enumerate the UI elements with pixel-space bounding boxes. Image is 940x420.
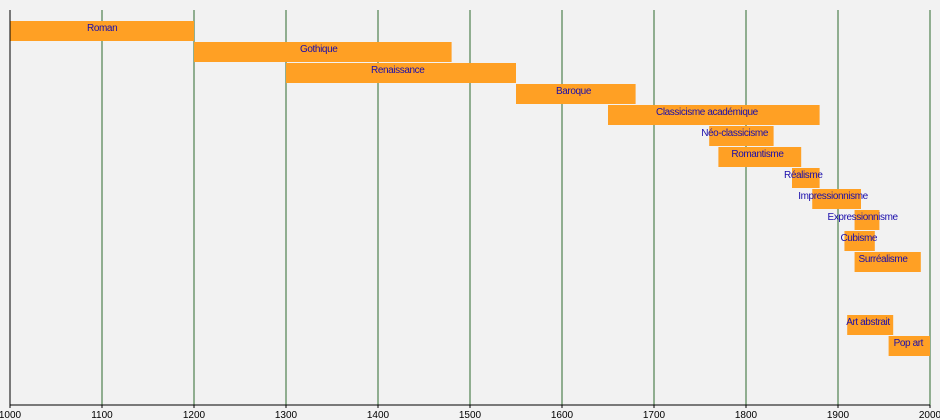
period-bar [844,231,875,251]
period-bar [888,336,930,356]
period-label: Romantisme [731,149,784,160]
period-bar [516,84,636,104]
period-label: Surréalisme [859,254,909,265]
x-tick-label: 1200 [183,410,206,420]
x-tick-label: 1400 [367,410,390,420]
period-label: Baroque [556,86,592,97]
period-label: Renaissance [371,65,425,76]
period-bar [792,168,820,188]
x-tick-label: 1100 [91,410,113,420]
period-label: Réalisme [784,170,823,181]
x-axis: 1000 1100 1200 1300 1400 1500 1600 1700 1800 1900… [0,10,940,420]
period-labels: Roman Gothique Renaissance Baroque Classicis… [87,23,924,349]
period-bar [709,126,774,146]
period-bar [812,189,861,209]
period-label: Art abstrait [846,317,890,328]
x-tick-label: 1300 [275,410,298,420]
period-bar [718,147,802,167]
period-label: Cubisme [840,233,877,244]
period-label: Néo-classicisme [701,128,769,139]
x-tick-label: 1700 [643,410,666,420]
period-bar [847,315,894,335]
x-tick-label: 1000 [0,410,22,420]
period-bar [286,63,516,83]
x-tick-label: 1800 [735,410,758,420]
x-tick-label: 1900 [827,410,850,420]
x-tick-label: 2000 [919,410,940,420]
period-bar [608,105,820,125]
period-label: Impressionnisme [798,191,868,202]
x-tick-label: 1600 [551,410,574,420]
period-bar [194,42,452,62]
period-bar [854,210,880,230]
period-label: Roman [87,23,117,34]
period-bar [10,21,194,41]
period-bars [10,21,930,356]
period-label: Gothique [300,44,338,55]
period-label: Expressionnisme [828,212,899,223]
period-label: Pop art [894,338,924,349]
x-tick-label: 1500 [459,410,482,420]
period-bar [854,252,921,272]
period-label: Classicisme académique [656,107,759,118]
